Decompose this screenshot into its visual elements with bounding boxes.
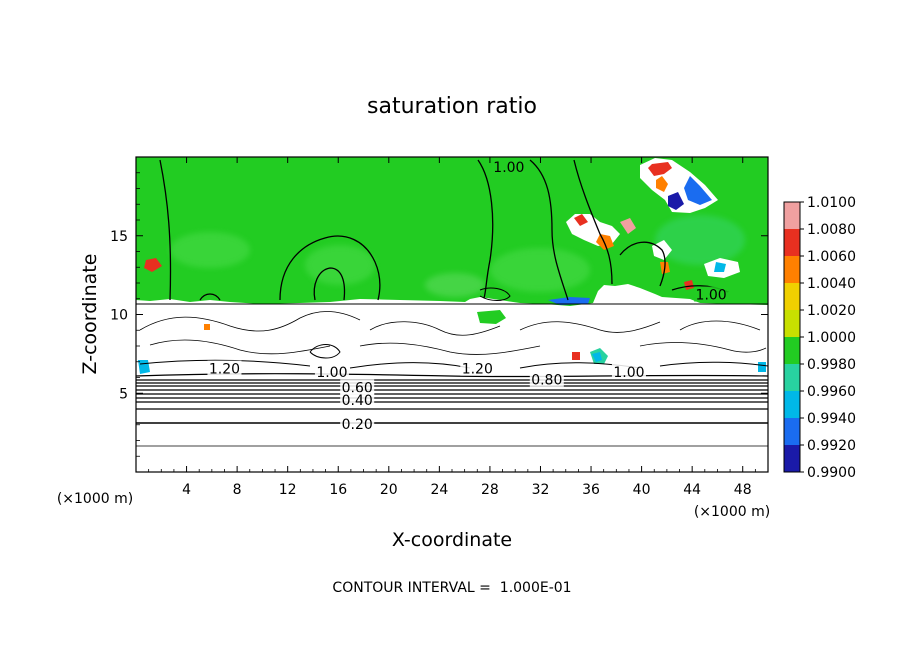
x-tick-label: 4	[182, 482, 191, 498]
colorbar-swatch	[784, 391, 800, 418]
contour-label: 1.00	[316, 365, 347, 381]
x-tick-label: 32	[532, 482, 550, 498]
x-axis: 4 8 12 16 20 24 28 32 36 40 44 48	[148, 157, 756, 498]
colorbar-level-label: 1.0040	[807, 276, 856, 292]
colorbar-swatch	[784, 445, 800, 472]
contour-label-bg	[340, 379, 375, 395]
colorbar-level-label: 0.9920	[807, 438, 856, 454]
contour-label-bg	[207, 360, 242, 376]
colorbar-swatch	[784, 202, 800, 229]
cloud-patches	[138, 158, 766, 374]
colorbar-level-label: 1.0060	[807, 249, 856, 265]
supersaturation-region	[136, 157, 768, 306]
colorbar-swatch	[784, 310, 800, 337]
contour-label-bg	[340, 392, 375, 408]
z-axis-label: Z-coordinate	[79, 254, 101, 375]
field-patches	[170, 215, 745, 297]
contour-label-bg	[529, 371, 564, 387]
contour-label-bg	[611, 363, 646, 379]
colorbar: 1.0100 1.0080 1.0060 1.0040 1.0020 1.0000 0.99…	[783, 195, 856, 481]
x-tick-label: 28	[481, 482, 499, 498]
z-tick-label: 15	[110, 229, 128, 245]
colorbar-swatch	[784, 229, 800, 256]
contour-interval-note: CONTOUR INTERVAL = 1.000E-01	[332, 580, 571, 596]
chart-title: saturation ratio	[367, 94, 537, 119]
x-tick-label: 20	[380, 482, 398, 498]
x-tick-label: 40	[633, 482, 651, 498]
colorbar-swatch	[784, 283, 800, 310]
contour-label-bg	[460, 360, 495, 376]
colorbar-level-label: 0.9960	[807, 384, 856, 400]
colorbar-swatch	[784, 418, 800, 445]
z-unit-label: (×1000 m)	[57, 491, 133, 507]
contour-labels: 1.001.001.20 1.00 1.200.80 1.000.600.400.20	[207, 159, 729, 433]
colorbar-level-label: 1.0080	[807, 222, 856, 238]
colorbar-level-label: 1.0020	[807, 303, 856, 319]
colorbar-swatch	[784, 337, 800, 364]
x-axis-label: X-coordinate	[392, 529, 512, 551]
x-tick-label: 12	[279, 482, 297, 498]
contour-label-bg	[491, 159, 526, 175]
contour-label: 0.40	[342, 393, 373, 409]
x-tick-label: 44	[683, 482, 701, 498]
contour-label-bg	[314, 363, 349, 379]
contour-label: 0.80	[531, 373, 562, 389]
colorbar-swatch	[784, 256, 800, 283]
plot-area: 1.001.001.20 1.00 1.200.80 1.000.600.400.20	[136, 157, 768, 472]
x-tick-label: 24	[430, 482, 448, 498]
contour-label: 1.00	[613, 365, 644, 381]
contour-label: 1.20	[209, 362, 240, 378]
z-tick-label: 10	[110, 308, 128, 324]
x-tick-label: 36	[582, 482, 600, 498]
contour-label: 0.20	[342, 417, 373, 433]
x-tick-label: 16	[329, 482, 347, 498]
x-unit-label: (×1000 m)	[694, 504, 770, 520]
colorbar-swatch	[784, 364, 800, 391]
x-tick-label: 48	[734, 482, 752, 498]
contour-label-bg	[340, 415, 375, 431]
colorbar-level-label: 0.9940	[807, 411, 856, 427]
contour-label: 1.20	[462, 362, 493, 378]
z-axis: 5 10 15	[110, 172, 768, 457]
contour-label: 1.00	[696, 288, 727, 304]
colorbar-level-label: 0.9900	[807, 465, 856, 481]
colorbar-level-label: 0.9980	[807, 357, 856, 373]
colorbar-level-label: 1.0000	[807, 330, 856, 346]
colorbar-level-label: 1.0100	[807, 195, 856, 211]
contour-label-bg	[694, 286, 729, 302]
contour-label: 1.00	[493, 160, 524, 176]
x-tick-label: 8	[233, 482, 242, 498]
z-tick-label: 5	[119, 386, 128, 402]
